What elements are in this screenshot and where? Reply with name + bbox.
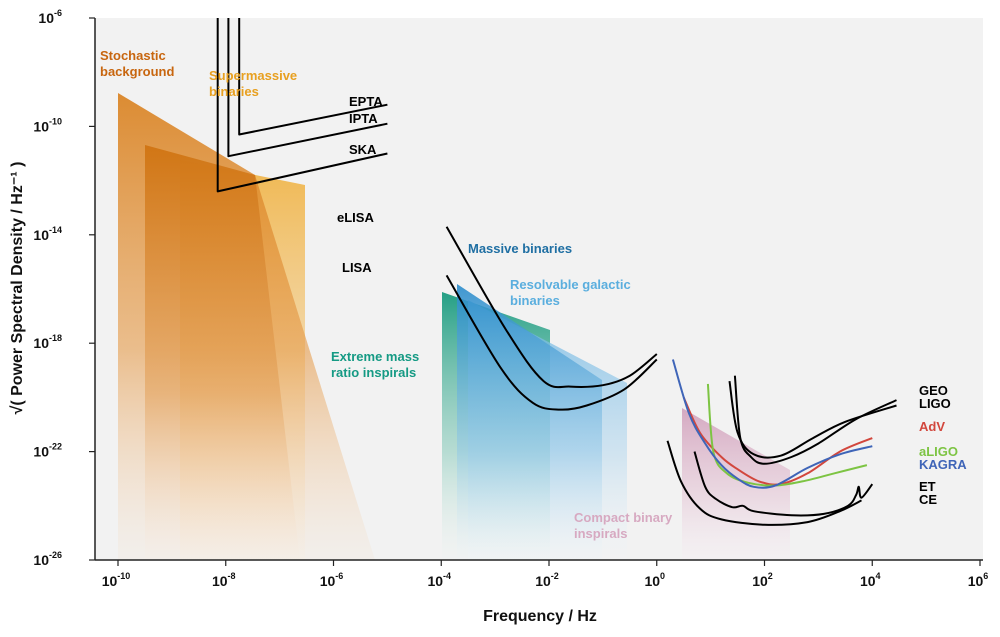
region-compact [682, 408, 790, 560]
label-supermassive-line1: Supermassive [209, 68, 297, 83]
y-tick-label-1: 10-10 [33, 116, 62, 134]
axes: 10-10 10-8 10-6 10-4 10-2 100 102 104 106 10-610… [33, 8, 988, 589]
x-tick-label-6: 102 [752, 571, 773, 589]
curve-ce [666, 440, 862, 526]
y-axis-title: √( Power Spectral Density / Hz⁻¹ ) [9, 162, 26, 415]
label-et: ET [919, 479, 936, 494]
y-ticks: 10-6 10-10 10-14 10-18 10-22 10-26 [33, 8, 95, 568]
y-tick-label-3: 10-18 [33, 333, 62, 351]
x-tick-label-2: 10-6 [320, 571, 344, 589]
x-tick-label-8: 106 [968, 571, 989, 589]
label-compact-line2: inspirals [574, 526, 627, 541]
label-ligo: LIGO [919, 396, 951, 411]
label-massive: Massive binaries [468, 241, 572, 256]
label-emri-line2: ratio inspirals [331, 365, 416, 380]
label-lisa: LISA [342, 260, 372, 275]
curve-ipta [227, 18, 388, 158]
label-elisa: eLISA [337, 210, 374, 225]
label-epta: EPTA [349, 94, 383, 109]
label-kagra: KAGRA [919, 457, 967, 472]
label-geo: GEO [919, 383, 948, 398]
x-ticks: 10-10 10-8 10-6 10-4 10-2 100 102 104 106 [102, 560, 989, 589]
y-tick-label-4: 10-22 [33, 442, 62, 460]
label-ipta: IPTA [349, 111, 378, 126]
label-supermassive-line2: binaries [209, 84, 259, 99]
y-tick-label-0: 10-6 [38, 8, 62, 26]
curve-ska [216, 18, 388, 193]
y-tick-label-2: 10-14 [33, 225, 62, 243]
label-ska: SKA [349, 142, 377, 157]
region-stochastic-inner [145, 145, 300, 560]
label-stochastic-line1: Stochastic [100, 48, 166, 63]
label-emri: Extreme mass ratio inspirals [331, 349, 423, 380]
label-galactic-line1: Resolvable galactic [510, 277, 631, 292]
x-tick-label-3: 10-4 [427, 571, 451, 589]
y-tick-label-5: 10-26 [33, 550, 62, 568]
detector-curves [216, 18, 897, 526]
curve-et [693, 451, 874, 517]
label-galactic-line2: binaries [510, 293, 560, 308]
x-tick-label-5: 100 [644, 571, 665, 589]
detector-labels: EPTA IPTA SKA eLISA LISA GEO LIGO AdV aL… [337, 94, 967, 507]
label-massive-line1: Massive binaries [468, 241, 572, 256]
curve-epta [238, 18, 388, 136]
curve-lisa [445, 274, 658, 411]
x-tick-label-1: 10-8 [212, 571, 236, 589]
label-stochastic: Stochastic background [100, 48, 174, 79]
label-emri-line1: Extreme mass [331, 349, 419, 364]
x-axis-title: Frequency / Hz [483, 608, 597, 625]
x-tick-label-4: 10-2 [535, 571, 559, 589]
x-tick-label-0: 10-10 [102, 571, 131, 589]
source-labels: Stochastic background Supermassive binar… [100, 48, 676, 541]
curve-ligo [728, 380, 897, 459]
label-compact-line1: Compact binary [574, 510, 673, 525]
label-adv: AdV [919, 419, 945, 434]
curve-elisa [445, 226, 658, 389]
x-tick-label-7: 104 [860, 571, 881, 589]
curve-kagra [671, 359, 873, 489]
label-supermassive: Supermassive binaries [209, 68, 301, 99]
label-compact: Compact binary inspirals [574, 510, 676, 541]
region-massive [457, 284, 602, 560]
label-aligo: aLIGO [919, 444, 958, 459]
source-regions [118, 93, 790, 560]
label-stochastic-line2: background [100, 64, 174, 79]
label-ce: CE [919, 492, 937, 507]
curve-aligo [706, 383, 868, 487]
label-galactic: Resolvable galactic binaries [510, 277, 634, 308]
